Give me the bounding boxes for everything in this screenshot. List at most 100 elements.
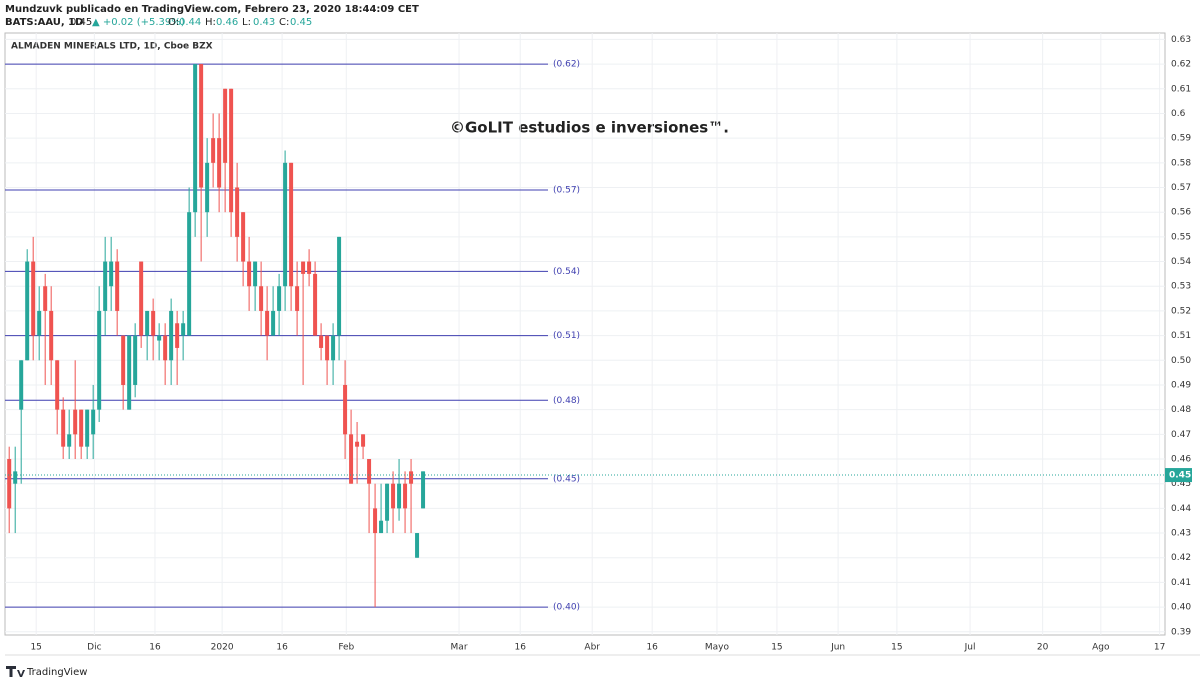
y-tick-label: 0.6 <box>1171 109 1186 119</box>
x-tick-label: Abr <box>584 643 600 653</box>
last-price-label: 0.45 <box>1169 471 1191 481</box>
tv-logo <box>6 666 25 677</box>
y-tick-label: 0.41 <box>1171 578 1191 588</box>
candle-body <box>109 261 114 287</box>
x-tick-label: 2020 <box>211 643 234 653</box>
candle-body <box>391 483 396 509</box>
candle-body <box>307 261 312 274</box>
candle-body <box>241 212 246 262</box>
candle-body <box>31 261 36 336</box>
quote-label: L: <box>242 17 251 28</box>
candle-body <box>283 162 288 287</box>
y-tick-label: 0.46 <box>1171 455 1191 465</box>
y-tick-label: 0.40 <box>1171 603 1191 613</box>
y-tick-label: 0.45 <box>1171 479 1191 489</box>
candle-body <box>43 286 48 311</box>
x-tick-label: Feb <box>338 643 354 653</box>
x-tick-label: 16 <box>646 643 658 653</box>
y-tick-label: 0.47 <box>1171 430 1191 440</box>
level-label: (0.48) <box>553 396 580 406</box>
quote-label: C: <box>279 17 289 28</box>
candle-body <box>325 335 330 361</box>
y-tick-label: 0.44 <box>1171 504 1191 514</box>
candle-body <box>265 310 270 336</box>
candle-body <box>397 483 402 509</box>
y-tick-label: 0.49 <box>1171 380 1191 390</box>
candle-body <box>349 434 354 484</box>
candle-body <box>25 261 30 361</box>
quote-value: 0.46 <box>216 17 238 28</box>
quote-value: 0.44 <box>179 17 201 28</box>
y-tick-label: 0.55 <box>1171 232 1191 242</box>
candle-body <box>157 335 162 341</box>
candle-body <box>379 520 384 534</box>
candle-body <box>313 273 318 336</box>
candle-body <box>13 471 18 484</box>
y-tick-label: 0.52 <box>1171 306 1191 316</box>
candle-body <box>19 360 24 410</box>
candle-body <box>403 483 408 509</box>
candle-body <box>145 310 150 336</box>
x-tick-label: Mar <box>451 643 468 653</box>
candle-body <box>37 310 42 336</box>
y-tick-label: 0.42 <box>1171 553 1191 563</box>
candle-body <box>205 162 210 213</box>
candle-body <box>187 212 192 336</box>
x-tick-label: 16 <box>149 643 161 653</box>
watermark: ©GoLIT estudios e inversiones™. <box>450 119 729 137</box>
candle-body <box>343 384 348 435</box>
candle-body <box>415 533 420 558</box>
candle-body <box>127 335 132 410</box>
quote-value: 0.45 <box>290 17 312 28</box>
candle-body <box>373 508 378 534</box>
candle-body <box>295 286 300 311</box>
y-tick-label: 0.61 <box>1171 84 1191 94</box>
candle-body <box>175 323 180 348</box>
last-price-tag <box>1165 468 1192 483</box>
candle-body <box>61 409 66 447</box>
candle-body <box>367 459 372 484</box>
candle-body <box>151 310 156 336</box>
candle-body <box>223 88 228 163</box>
level-label: (0.40) <box>553 603 580 613</box>
candle-body <box>97 310 102 410</box>
x-tick-label: Mayo <box>705 643 730 653</box>
x-tick-label: Jun <box>830 643 845 653</box>
x-tick-label: Jul <box>964 643 976 653</box>
y-tick-label: 0.39 <box>1171 627 1191 637</box>
plot-frame <box>4 32 1166 636</box>
candle-body <box>253 261 258 287</box>
x-tick-label: 16 <box>276 643 288 653</box>
x-tick-label: 15 <box>891 643 902 653</box>
level-label: (0.57) <box>553 185 580 195</box>
candle-body <box>277 286 282 311</box>
y-tick-label: 0.58 <box>1171 158 1191 168</box>
level-label: (0.45) <box>553 474 580 484</box>
x-tick-label: 15 <box>771 643 782 653</box>
candle-body <box>133 335 138 385</box>
x-tick-label: 17 <box>1154 643 1165 653</box>
candle-body <box>85 409 90 447</box>
candle-body <box>139 261 144 336</box>
candle-body <box>181 323 186 336</box>
level-label: (0.62) <box>553 60 580 70</box>
quote-label: O: <box>168 17 179 28</box>
chart-title: ALMADEN MINERALS LTD, 1D, Cboe BZX <box>11 42 213 52</box>
candle-body <box>103 261 108 311</box>
y-tick-label: 0.54 <box>1171 257 1191 267</box>
y-tick-label: 0.48 <box>1171 405 1191 415</box>
candle-body <box>361 434 366 447</box>
y-tick-label: 0.50 <box>1171 356 1191 366</box>
candle-body <box>199 64 204 188</box>
x-tick-label: Dic <box>87 643 101 653</box>
y-tick-label: 0.51 <box>1171 331 1191 341</box>
candle-body <box>163 335 168 361</box>
candle-body <box>193 64 198 213</box>
footer-brand: TradingView <box>26 667 87 678</box>
y-tick-label: 0.43 <box>1171 529 1191 539</box>
candle-body <box>319 335 324 348</box>
quote-label: H: <box>205 17 216 28</box>
x-tick-label: Ago <box>1092 643 1110 653</box>
